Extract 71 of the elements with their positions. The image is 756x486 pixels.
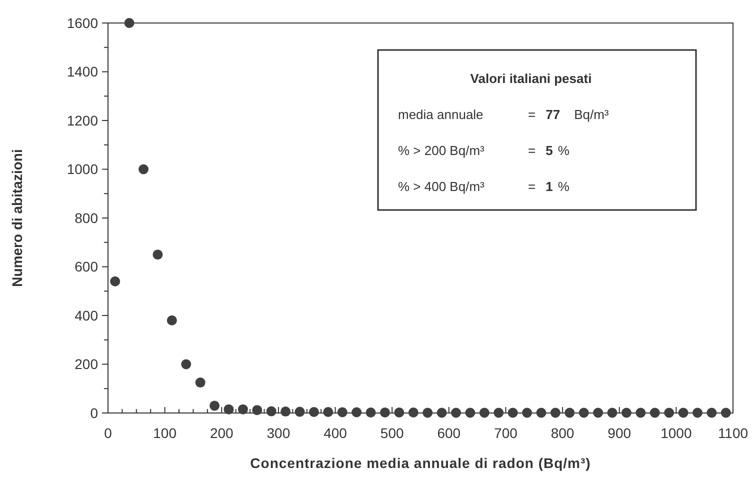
- point: [408, 408, 418, 418]
- y-tick-label: 1200: [66, 112, 98, 128]
- y-tick-label: 200: [74, 356, 98, 372]
- text: % > 200 Bq/m³ = 5 %: [398, 143, 570, 158]
- point: [607, 408, 618, 418]
- point: [578, 408, 589, 418]
- point: [366, 408, 376, 418]
- point: [593, 408, 604, 418]
- point: [110, 276, 120, 286]
- x-tick-label: 300: [266, 425, 290, 441]
- point: [508, 408, 518, 418]
- point: [224, 404, 234, 414]
- x-tick-label: 1100: [718, 425, 748, 441]
- y-tick-label: 800: [74, 210, 98, 226]
- point: [494, 408, 504, 418]
- point: [522, 408, 532, 418]
- point: [550, 408, 560, 418]
- point: [323, 407, 334, 418]
- point: [280, 406, 291, 417]
- point: [352, 407, 362, 418]
- point: [536, 408, 546, 418]
- point: [195, 378, 206, 388]
- point: [706, 408, 717, 418]
- y-tick-label: 600: [74, 258, 98, 275]
- x-tick-label: 900: [608, 425, 632, 441]
- y-tick-label: 1400: [66, 64, 98, 80]
- point: [465, 408, 476, 418]
- point: [436, 408, 447, 418]
- point: [337, 407, 348, 418]
- point: [650, 408, 660, 418]
- point: [308, 407, 319, 418]
- point: [380, 408, 390, 418]
- text: media annuale = 77 Bq/m³: [398, 107, 609, 122]
- text: % > 400 Bq/m³ = 1 %: [398, 179, 570, 194]
- point: [636, 408, 646, 418]
- y-tick-label: 400: [74, 307, 98, 324]
- point: [479, 408, 490, 418]
- x-tick-label: 0: [104, 425, 112, 441]
- point: [181, 359, 192, 370]
- point: [621, 408, 632, 418]
- point: [138, 164, 149, 174]
- point: [451, 408, 462, 418]
- annotation: Valori italiani pesati: [470, 71, 592, 86]
- x-tick-label: 400: [324, 425, 348, 441]
- point: [152, 250, 163, 260]
- x-tick-label: 800: [550, 425, 574, 441]
- point: [252, 405, 262, 416]
- point: [266, 406, 276, 416]
- x-tick-label: 500: [380, 425, 404, 441]
- point: [210, 400, 220, 411]
- y-tick-label: 1600: [66, 14, 98, 31]
- point: [664, 408, 674, 418]
- point: [720, 408, 731, 418]
- x-tick-label: 200: [210, 425, 234, 441]
- point: [564, 408, 575, 418]
- point: [678, 408, 688, 418]
- point: [394, 408, 404, 418]
- point: [422, 408, 433, 418]
- y-tick-label: 1000: [66, 161, 98, 178]
- point: [166, 315, 177, 326]
- point: [238, 404, 248, 414]
- x-tick-label: 600: [437, 425, 461, 441]
- point: [124, 18, 134, 28]
- x-tick-label: 1000: [660, 425, 692, 441]
- point: [692, 408, 702, 418]
- point: [294, 406, 305, 417]
- y-tick-label: 0: [90, 404, 98, 421]
- y-axis-title: Numero di abitazioni: [9, 149, 25, 287]
- x-axis-title: Concentrazione media annuale di radon (Bq/m³): [250, 455, 591, 471]
- x-tick-label: 700: [494, 425, 518, 441]
- x-tick-label: 100: [153, 425, 177, 441]
